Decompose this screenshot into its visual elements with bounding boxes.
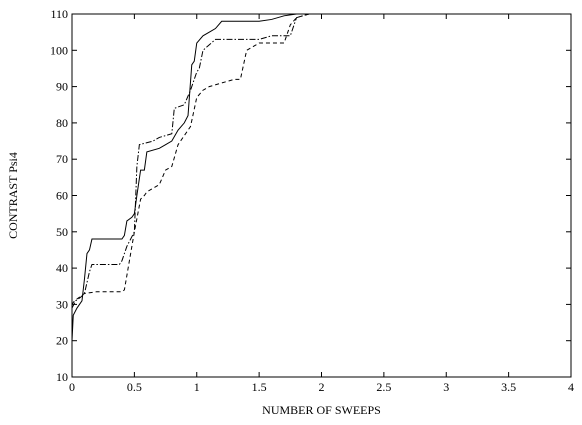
- y-tick-label: 110: [50, 7, 68, 21]
- series-line-dashed: [72, 14, 571, 304]
- x-tick-label: 3.5: [501, 380, 516, 394]
- plot-frame: [72, 14, 571, 377]
- y-tick-label: 90: [56, 80, 68, 94]
- y-tick-label: 40: [56, 261, 68, 275]
- y-tick-label: 60: [56, 189, 68, 203]
- y-tick-label: 80: [56, 116, 68, 130]
- x-tick-label: 2: [319, 380, 325, 394]
- series-line-solid: [72, 14, 571, 341]
- y-tick-label: 50: [56, 225, 68, 239]
- y-tick-label: 100: [50, 43, 68, 57]
- x-tick-label: 1.5: [252, 380, 267, 394]
- x-tick-label: 0: [69, 380, 75, 394]
- y-tick-label: 30: [56, 297, 68, 311]
- y-tick-label: 70: [56, 152, 68, 166]
- x-tick-label: 0.5: [127, 380, 142, 394]
- y-axis: 10 20 30 40 50 60 70 80 90 100 110: [50, 7, 571, 384]
- y-axis-label: CONTRAST Psi4: [6, 152, 20, 239]
- x-axis: 0 0.5 1 1.5 2 2.5 3 3.5 4: [69, 14, 574, 394]
- x-axis-label: NUMBER OF SWEEPS: [262, 403, 381, 417]
- series-line-dashdot: [72, 14, 571, 308]
- x-tick-label: 2.5: [376, 380, 391, 394]
- y-tick-label: 10: [56, 370, 68, 384]
- x-tick-label: 3: [443, 380, 449, 394]
- y-tick-label: 20: [56, 334, 68, 348]
- x-tick-label: 4: [568, 380, 574, 394]
- plot-area: [72, 14, 571, 341]
- x-tick-label: 1: [194, 380, 200, 394]
